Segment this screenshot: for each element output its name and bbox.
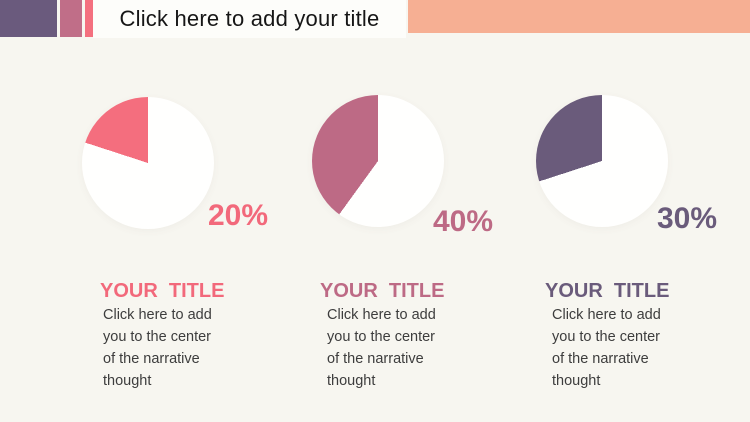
- percent-label-20[interactable]: 20%: [208, 199, 269, 232]
- chart-column-1: 20% YOUR TITLE Click here to add you to …: [82, 95, 317, 395]
- column-body-3[interactable]: Click here to add you to the center of t…: [552, 307, 661, 389]
- column-title-1[interactable]: YOUR TITLE: [100, 280, 225, 302]
- percent-label-40[interactable]: 40%: [433, 205, 494, 238]
- column-body-2[interactable]: Click here to add you to the center of t…: [327, 307, 436, 389]
- column-body-1[interactable]: Click here to add you to the center of t…: [103, 307, 212, 389]
- pie-chart-40[interactable]: [312, 95, 444, 227]
- header-right-bar: [408, 0, 750, 33]
- column-title-3[interactable]: YOUR TITLE: [545, 280, 670, 302]
- header-accent-coral-stripe: [85, 0, 93, 37]
- pie-chart-20[interactable]: [82, 97, 214, 229]
- percent-label-30[interactable]: 30%: [657, 202, 718, 235]
- chart-column-2: 40% YOUR TITLE Click here to add you to …: [312, 95, 547, 395]
- slide-title[interactable]: Click here to add your title: [119, 6, 380, 31]
- column-title-2[interactable]: YOUR TITLE: [320, 280, 445, 302]
- header-accent-purple-block: [0, 0, 57, 37]
- header-accent-mauve-block: [60, 0, 82, 37]
- slide-title-placeholder[interactable]: Click here to add your title: [93, 0, 406, 38]
- chart-column-3: 30% YOUR TITLE Click here to add you to …: [536, 95, 750, 395]
- pie-chart-30[interactable]: [536, 95, 668, 227]
